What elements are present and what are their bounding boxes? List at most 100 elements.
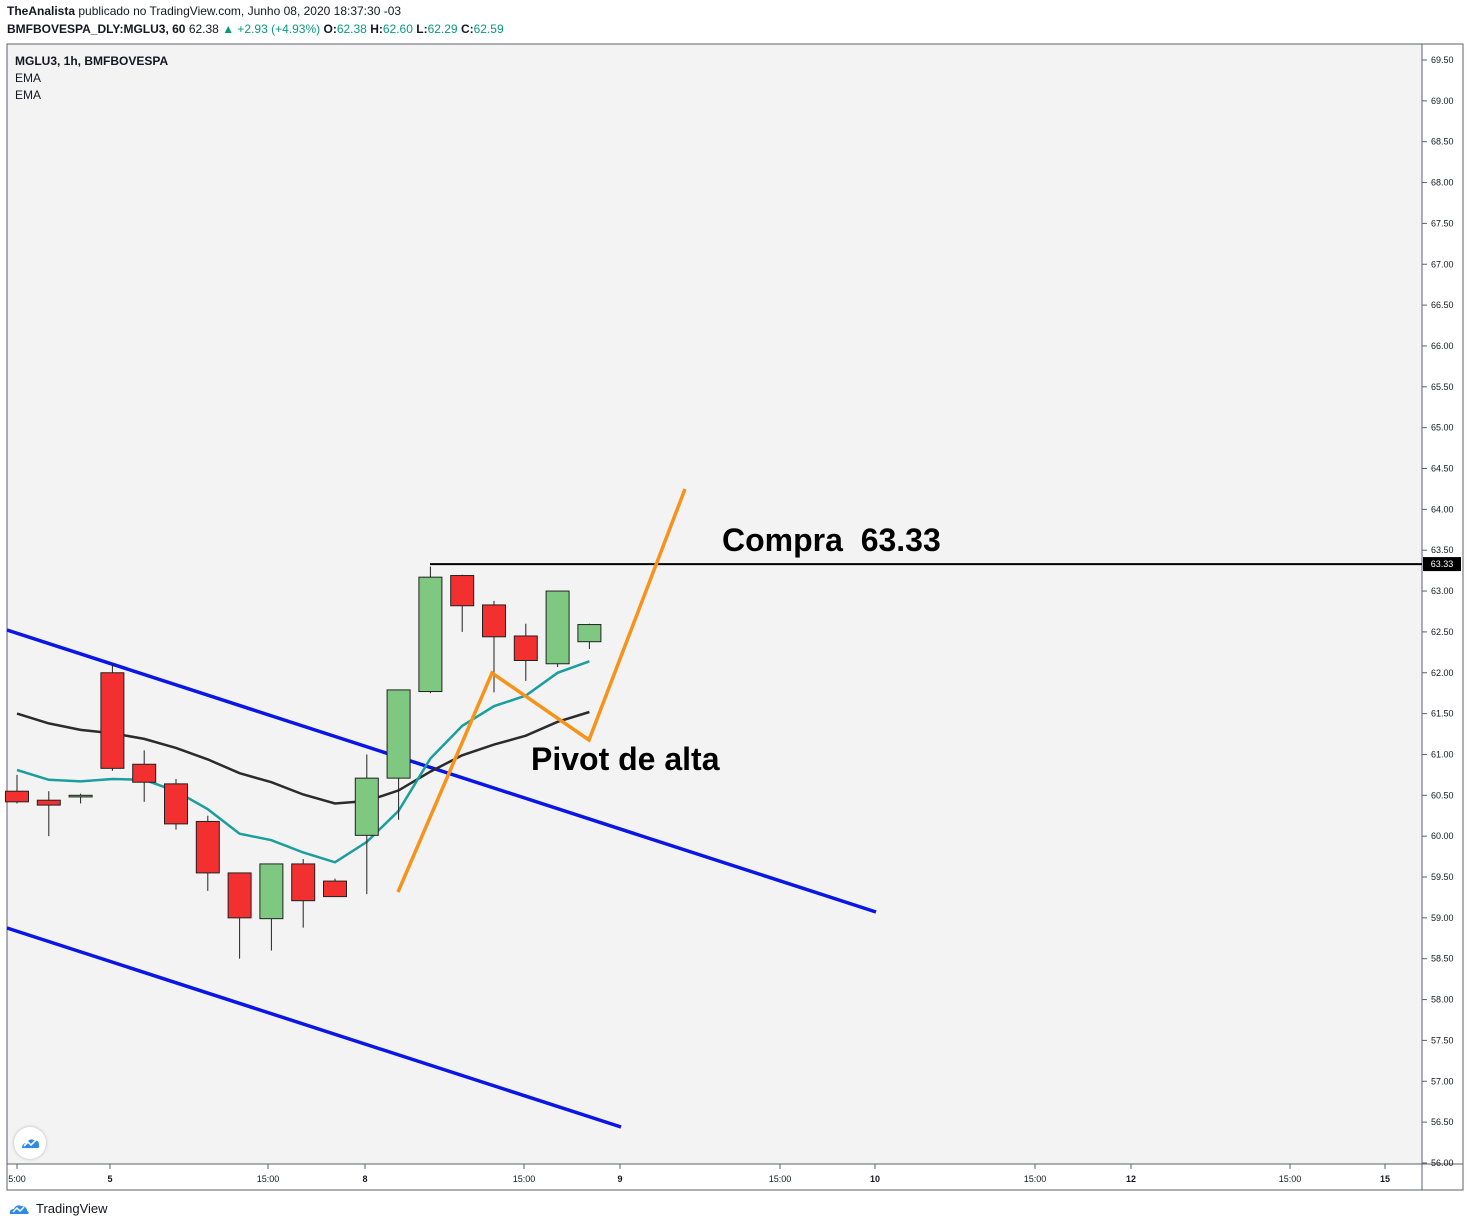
- time-tick-label: 15:00: [257, 1174, 280, 1184]
- candle-body: [450, 575, 475, 607]
- open-value: 62.38: [336, 22, 367, 36]
- high-label: H:: [370, 22, 383, 36]
- upper-channel-line[interactable]: [6, 628, 877, 914]
- candle-body: [100, 672, 125, 769]
- legend-symbol[interactable]: MGLU3, 1h, BMFBOVESPA: [15, 54, 169, 68]
- price-tick-label: 64.00: [1431, 504, 1454, 514]
- time-tick-label: 15:00: [513, 1174, 536, 1184]
- time-tick-label: 9: [617, 1174, 622, 1184]
- publish-info: TheAnalista publicado no TradingView.com…: [7, 4, 401, 18]
- price-tick-label: 59.50: [1431, 872, 1454, 882]
- candle-body: [323, 880, 347, 898]
- plot-area[interactable]: [7, 44, 1422, 1164]
- candle[interactable]: [545, 590, 570, 668]
- time-tick-label: 15:00: [1279, 1174, 1302, 1184]
- symbol-label: BMFBOVESPA_DLY:MGLU3, 60: [7, 22, 186, 36]
- time-tick-label: 5: [107, 1174, 112, 1184]
- price-tick-label: 66.50: [1431, 300, 1454, 310]
- lower-channel-line[interactable]: [6, 926, 622, 1129]
- candle[interactable]: [386, 689, 411, 820]
- ema-fast-line[interactable]: [16, 660, 590, 864]
- author-name[interactable]: TheAnalista: [7, 4, 76, 18]
- time-tick-label: 15: [1380, 1174, 1390, 1184]
- drawings[interactable]: [6, 628, 877, 1129]
- candle[interactable]: [418, 566, 443, 694]
- candle-body: [386, 689, 411, 779]
- candle[interactable]: [513, 623, 538, 681]
- price-tick-label: 56.00: [1431, 1158, 1454, 1168]
- candle-body: [418, 576, 443, 693]
- price-tick-label: 63.00: [1431, 586, 1454, 596]
- price-change: ▲ +2.93 (+4.93%): [222, 22, 321, 36]
- candle-body: [354, 777, 379, 836]
- low-value: 62.29: [427, 22, 458, 36]
- buy-annotation[interactable]: Compra 63.33: [722, 522, 941, 558]
- price-tick-label: 66.00: [1431, 341, 1454, 351]
- candle-body: [36, 799, 61, 806]
- pivot-pattern-line[interactable]: [396, 488, 687, 893]
- candle[interactable]: [291, 859, 316, 928]
- ohlc-summary: BMFBOVESPA_DLY:MGLU3, 60 62.38 ▲ +2.93 (…: [7, 22, 504, 36]
- candle-body: [227, 872, 252, 919]
- last-price: 62.38: [188, 22, 219, 36]
- candles: [5, 566, 602, 959]
- time-tick-label: 12: [1126, 1174, 1136, 1184]
- candle[interactable]: [354, 754, 379, 895]
- footer-brand[interactable]: TradingView: [8, 1200, 108, 1216]
- price-tick-label: 64.50: [1431, 464, 1454, 474]
- close-label: C:: [460, 22, 474, 36]
- candle-body: [132, 763, 157, 783]
- candle-body: [259, 863, 284, 920]
- candle[interactable]: [68, 793, 93, 804]
- legend-ema-1[interactable]: EMA: [15, 71, 42, 85]
- candle[interactable]: [482, 600, 506, 693]
- price-tick-label: 60.50: [1431, 790, 1454, 800]
- footer-brand-label: TradingView: [36, 1200, 108, 1216]
- price-tick-label: 62.50: [1431, 627, 1454, 637]
- price-tick-label: 65.00: [1431, 423, 1454, 433]
- tradingview-logo-button[interactable]: [14, 1127, 46, 1159]
- publish-date: publicado no TradingView.com, Junho 08, …: [78, 4, 402, 18]
- price-tick-label: 69.50: [1431, 55, 1454, 65]
- price-tick-label: 61.50: [1431, 709, 1454, 719]
- price-tick-label: 69.00: [1431, 96, 1454, 106]
- price-tick-label: 67.50: [1431, 218, 1454, 228]
- candle[interactable]: [5, 774, 29, 804]
- candle-body: [545, 590, 570, 665]
- chart-frame: [6, 43, 1464, 1191]
- candle-body: [513, 635, 538, 661]
- legend-ema-2[interactable]: EMA: [15, 88, 42, 102]
- price-tick-label: 68.00: [1431, 178, 1454, 188]
- candle-body: [68, 794, 93, 798]
- candle[interactable]: [227, 872, 252, 959]
- candle[interactable]: [36, 791, 61, 837]
- time-axis[interactable]: 5:00 5 15:00 8 15:00 9 15:00 10 15:00 12 15:00 15: [8, 1164, 1390, 1184]
- pivot-annotation[interactable]: Pivot de alta: [531, 741, 720, 777]
- candle[interactable]: [450, 574, 475, 632]
- time-tick-label: 10: [870, 1174, 880, 1184]
- candle[interactable]: [195, 815, 220, 891]
- candle[interactable]: [577, 623, 602, 650]
- time-tick-label: 8: [362, 1174, 367, 1184]
- candle-body: [164, 783, 188, 825]
- price-tick-label: 58.00: [1431, 995, 1454, 1005]
- time-tick-label: 15:00: [1024, 1174, 1047, 1184]
- price-axis[interactable]: 69.50 69.00 68.50 68.00 67.50 67.00 66.50 66.00…: [1422, 55, 1454, 1168]
- price-tick-label: 60.00: [1431, 831, 1454, 841]
- candle-body: [5, 790, 29, 803]
- candle[interactable]: [132, 750, 157, 802]
- price-tick-label: 65.50: [1431, 382, 1454, 392]
- close-value: 62.59: [473, 22, 504, 36]
- time-tick-label: 5:00: [8, 1174, 26, 1184]
- price-tick-label: 61.00: [1431, 749, 1454, 759]
- candle[interactable]: [323, 878, 347, 898]
- candle[interactable]: [259, 863, 284, 951]
- price-tick-label: 59.00: [1431, 913, 1454, 923]
- candle[interactable]: [100, 664, 125, 771]
- chart-legend: MGLU3, 1h, BMFBOVESPA EMA EMA: [15, 53, 168, 104]
- candle-body: [577, 624, 602, 643]
- tradingview-icon: [9, 1205, 29, 1214]
- price-tick-label: 58.50: [1431, 954, 1454, 964]
- candle[interactable]: [164, 778, 188, 830]
